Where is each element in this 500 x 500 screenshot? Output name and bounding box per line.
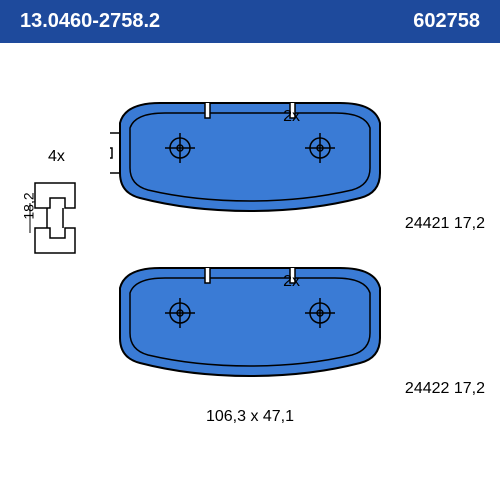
brake-pad-top: 2x 24421 17,2 bbox=[110, 93, 390, 228]
part-number-primary: 13.0460-2758.2 bbox=[20, 10, 160, 33]
clip-quantity: 4x bbox=[48, 148, 65, 166]
part-number-secondary: 602758 bbox=[413, 10, 480, 33]
pad-dimensions: 106,3 x 47,1 bbox=[20, 408, 480, 426]
clip-icon bbox=[25, 173, 85, 263]
header-bar: 13.0460-2758.2 602758 bbox=[0, 0, 500, 43]
brake-pad-bottom: 2x 24422 17,2 bbox=[110, 258, 390, 393]
pad-bottom-ref: 24422 17,2 bbox=[405, 380, 485, 398]
pad-top-ref: 24421 17,2 bbox=[405, 215, 485, 233]
pad-bottom-quantity: 2x bbox=[283, 273, 300, 291]
diagram-area: 4x 18,2 2x 24421 17,2 bbox=[0, 43, 500, 456]
pad-top-quantity: 2x bbox=[283, 108, 300, 126]
